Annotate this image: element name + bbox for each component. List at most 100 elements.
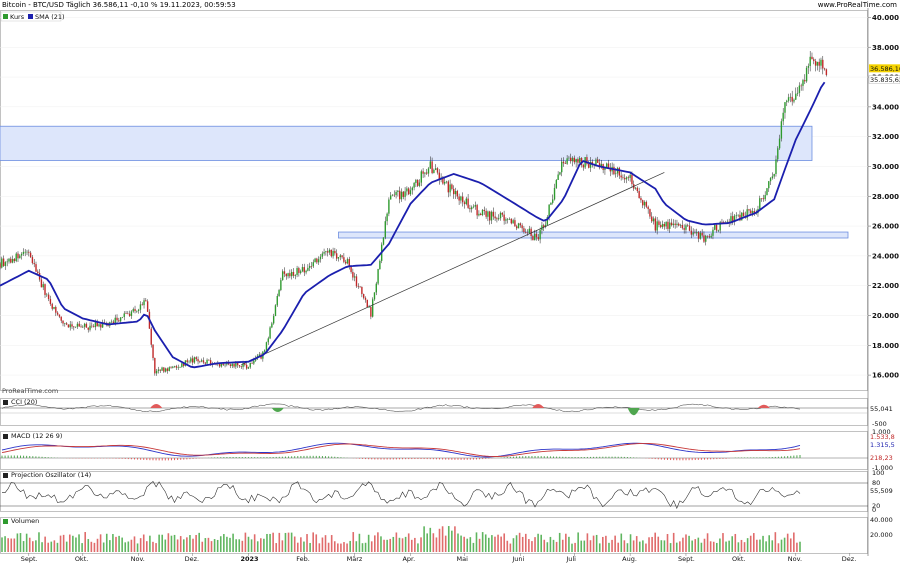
- site-link[interactable]: www.ProRealTime.com: [817, 1, 897, 9]
- candle: [636, 186, 639, 193]
- candle: [559, 171, 561, 176]
- volume-tick-40000: 40.000: [870, 516, 893, 524]
- candle: [49, 295, 52, 306]
- candle: [287, 272, 289, 279]
- candle: [31, 255, 34, 265]
- candle: [245, 362, 248, 370]
- candle: [471, 205, 473, 213]
- candle: [323, 248, 325, 256]
- projection-line: [2, 480, 801, 510]
- candle: [195, 356, 197, 362]
- candle: [55, 305, 57, 317]
- candle: [289, 269, 291, 279]
- candle: [469, 204, 471, 213]
- candle: [206, 358, 208, 365]
- candle: [571, 156, 574, 167]
- candle: [519, 222, 522, 228]
- candle: [620, 171, 622, 181]
- candle: [804, 74, 806, 85]
- macd-tag-3: 218,23: [870, 454, 893, 462]
- candle: [150, 326, 152, 348]
- candle: [276, 293, 278, 307]
- candle: [809, 51, 811, 72]
- candle: [577, 157, 579, 167]
- candle: [660, 221, 662, 229]
- candle: [326, 247, 329, 257]
- macd-tick-1: 1.000: [872, 428, 891, 436]
- candle: [523, 226, 525, 234]
- candle: [310, 261, 313, 270]
- candle: [487, 210, 489, 222]
- candle: [672, 219, 675, 228]
- candle: [532, 234, 534, 241]
- candle: [425, 168, 428, 175]
- candle: [768, 180, 770, 192]
- candle: [202, 357, 205, 364]
- candle: [290, 269, 293, 280]
- candle: [622, 174, 624, 180]
- candle: [283, 267, 286, 278]
- candle: [557, 171, 559, 180]
- candle: [667, 219, 669, 232]
- x-tick-label: Juli: [565, 555, 576, 563]
- candle: [717, 229, 720, 233]
- candle: [624, 174, 626, 183]
- y-tick-label: 28.000: [872, 193, 899, 201]
- candle: [552, 194, 554, 205]
- candle: [348, 256, 350, 270]
- candle: [818, 58, 820, 72]
- candle: [663, 221, 666, 230]
- candle: [332, 247, 334, 259]
- candle: [377, 268, 379, 286]
- candle: [344, 259, 347, 265]
- candle: [568, 155, 570, 161]
- candle: [575, 158, 577, 168]
- candle: [564, 160, 567, 164]
- x-tick-label: Okt.: [732, 555, 746, 563]
- candle: [753, 208, 756, 216]
- candle: [51, 302, 53, 311]
- support-zone: [338, 231, 849, 239]
- x-tick-label: Okt.: [75, 555, 89, 563]
- candle: [296, 265, 298, 278]
- candle: [814, 58, 817, 72]
- candle: [334, 247, 336, 256]
- candle: [298, 266, 300, 277]
- candle: [40, 276, 43, 288]
- candle: [375, 281, 377, 296]
- candle: [679, 223, 682, 228]
- candle: [555, 179, 558, 189]
- candle: [60, 316, 62, 324]
- candle: [562, 157, 565, 167]
- candle: [678, 222, 680, 227]
- candle: [292, 268, 295, 279]
- x-tick-label: Feb.: [296, 555, 310, 563]
- candle: [629, 172, 631, 182]
- x-tick-label: Nov.: [788, 555, 802, 563]
- cci-fill: [150, 404, 163, 408]
- candle: [409, 186, 412, 196]
- candle: [157, 366, 160, 374]
- candle: [762, 194, 765, 202]
- candle: [544, 220, 547, 229]
- candle: [271, 321, 273, 329]
- proj-tick-20: 20: [872, 502, 880, 510]
- candle: [458, 193, 460, 205]
- candle: [393, 190, 395, 198]
- candle: [164, 367, 167, 373]
- y-tick-label: 34.000: [872, 103, 899, 111]
- candle: [795, 87, 797, 101]
- candle: [661, 220, 664, 229]
- panel-legend-volume: Volumen: [11, 517, 39, 525]
- cci-fill: [627, 408, 640, 416]
- candle: [411, 186, 413, 195]
- candle: [325, 250, 327, 256]
- candle: [83, 322, 86, 330]
- candle: [811, 52, 813, 60]
- panel-frame-macd: [0, 431, 868, 470]
- candle: [798, 82, 801, 97]
- macd-signal: [1, 442, 801, 457]
- candle: [498, 214, 500, 221]
- candle: [361, 286, 363, 298]
